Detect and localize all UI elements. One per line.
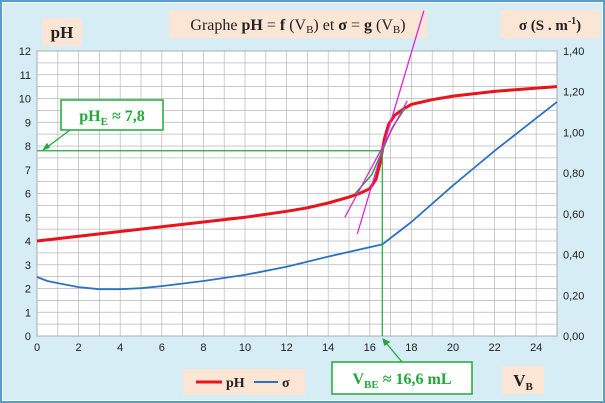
- y-left-tick-label: 1: [25, 307, 31, 319]
- x-tick-label: 4: [117, 342, 123, 354]
- tangent-line-0: [356, 10, 425, 235]
- x-tick-label: 0: [34, 342, 40, 354]
- tangent-line-1: [344, 100, 408, 218]
- ph-e-arrow-head: [42, 142, 50, 151]
- legend-label-ph: pH: [226, 376, 245, 391]
- ticks: 0 2 4 6 8 10 12 14 16 18 20 22 2401234567891011120,0…: [19, 46, 585, 354]
- y-left-tick-label: 3: [25, 260, 31, 272]
- series-line-1: [36, 101, 558, 291]
- y-left-tick-label: 6: [25, 189, 31, 201]
- x-tick-label: 20: [447, 342, 459, 354]
- y-left-tick-label: 5: [25, 212, 31, 224]
- y-right-tick-label: 0,40: [563, 250, 584, 262]
- y-right-tick-label: 1,00: [563, 127, 584, 139]
- x-tick-label: 22: [488, 342, 500, 354]
- x-tick-label: 10: [239, 342, 251, 354]
- y-right-tick-label: 0,60: [563, 209, 584, 221]
- x-tick-label: 18: [405, 342, 417, 354]
- y-left-tick-label: 4: [25, 236, 31, 248]
- y-right-tick-label: 0,20: [563, 290, 584, 302]
- ph-e-label: pHE ≈ 7,8: [79, 108, 144, 128]
- y-left-tick-label: 7: [25, 165, 31, 177]
- y-left-tick-label: 12: [19, 46, 31, 58]
- title-box: [169, 10, 427, 38]
- x-tick-label: 2: [76, 342, 82, 354]
- y-right-tick-label: 1,20: [563, 87, 584, 99]
- v-be-label-box: [331, 361, 473, 395]
- y-right-tick-label: 0,80: [563, 168, 584, 180]
- y-left-tick-label: 8: [25, 141, 31, 153]
- ph-e-label-box: [60, 99, 164, 131]
- y-right-label-box: [500, 10, 600, 38]
- y-right-label: σ (S . m-1): [519, 16, 581, 34]
- ph-e-arrow: [44, 129, 71, 150]
- x-tick-label: 6: [159, 342, 165, 354]
- y-left-tick-label: 10: [19, 94, 31, 106]
- legend-label-sigma: σ: [282, 376, 290, 391]
- v-be-label: VBE ≈ 16,6 mL: [352, 371, 451, 391]
- x-tick-label: 16: [364, 342, 376, 354]
- chart-title: Graphe pH = f (VB) et σ = g (VB): [190, 17, 405, 36]
- v-be-arrow: [384, 341, 403, 363]
- y-left-label: pH: [51, 23, 74, 42]
- x-label: VB: [513, 371, 533, 393]
- y-left-tick-label: 2: [25, 284, 31, 296]
- series-line-0: [36, 85, 558, 243]
- y-left-tick-label: 9: [25, 117, 31, 129]
- annotations: pHE ≈ 7,8 VBE ≈ 16,6 mL: [37, 99, 473, 395]
- x-tick-label: 8: [200, 342, 206, 354]
- v-be-arrow-head: [382, 338, 391, 346]
- y-right-tick-label: 0,00: [563, 331, 584, 343]
- x-label-box: [502, 366, 544, 394]
- x-tick-label: 14: [322, 342, 334, 354]
- y-left-label-box: [42, 18, 82, 46]
- grid: [36, 50, 558, 337]
- y-left-tick-label: 11: [20, 70, 31, 82]
- y-left-tick-label: 0: [25, 331, 31, 343]
- y-right-tick-label: 1,40: [563, 46, 584, 58]
- legend: pH σ: [183, 369, 305, 395]
- x-tick-label: 12: [280, 342, 292, 354]
- x-tick-label: 24: [530, 342, 542, 354]
